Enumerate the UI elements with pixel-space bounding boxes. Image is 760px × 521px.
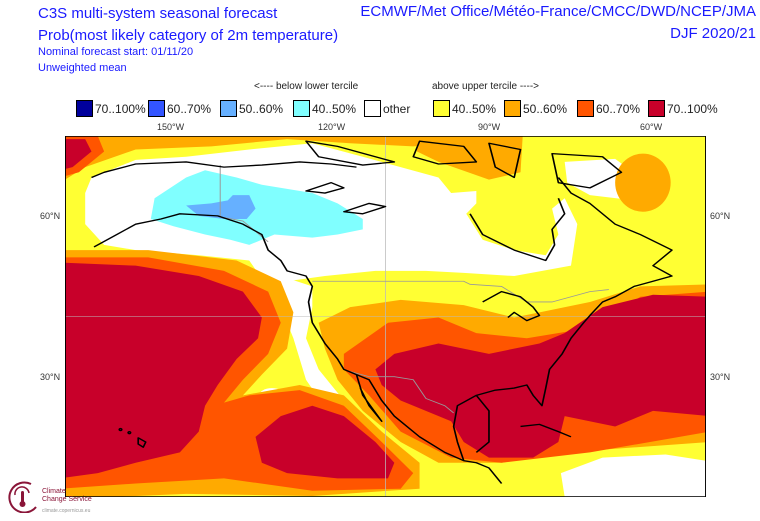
- legend-item: 40..50%: [433, 100, 496, 117]
- legend-label: other: [383, 101, 411, 116]
- legend-below-label: <---- below lower tercile: [254, 81, 359, 92]
- lat-label-right: 30°N: [710, 372, 731, 382]
- figure-title: C3S multi-system seasonal forecast: [38, 5, 278, 22]
- lon-label-top: 90°W: [478, 122, 501, 132]
- mean-type: Unweighted mean: [38, 62, 127, 74]
- forecast-start: Nominal forecast start: 01/11/20: [38, 46, 194, 58]
- lat-label-left: 30°N: [40, 372, 61, 382]
- gridlines: [65, 136, 706, 497]
- legend-label: 40..50%: [312, 101, 357, 116]
- lon-label-top: 150°W: [157, 122, 185, 132]
- legend-label: 40..50%: [452, 101, 497, 116]
- legend-swatch: [76, 100, 93, 117]
- thermometer-icon: [8, 481, 37, 514]
- copernicus-logo: [6, 479, 40, 514]
- legend-swatch: [220, 100, 237, 117]
- legend-item: 70..100%: [648, 100, 718, 117]
- legend-item: 70..100%: [76, 100, 146, 117]
- legend-swatch: [504, 100, 521, 117]
- legend-item: 50..60%: [504, 100, 567, 117]
- legend-swatch: [577, 100, 594, 117]
- legend-label: 50..60%: [239, 101, 284, 116]
- legend-swatch: [433, 100, 450, 117]
- coastlines: [91, 140, 673, 484]
- legend-label: 60..70%: [167, 101, 212, 116]
- legend-label: 70..100%: [95, 101, 146, 116]
- legend-swatch: [648, 100, 665, 117]
- shade-below-40-50: [150, 170, 363, 245]
- logo-url: climate.copernicus.eu: [42, 508, 91, 514]
- lat-label-left: 60°N: [40, 211, 61, 221]
- shade-below-50-60: [186, 195, 256, 219]
- legend-above-label: above upper tercile ---->: [432, 81, 539, 92]
- probability-map: [65, 136, 706, 497]
- lon-label-top: 60°W: [640, 122, 663, 132]
- season: DJF 2020/21: [670, 25, 756, 42]
- legend-item: 50..60%: [220, 100, 283, 117]
- lon-label-top: 120°W: [318, 122, 346, 132]
- logo-text: Climate Change Service: [42, 488, 92, 503]
- figure-subtitle: Prob(most likely category of 2m temperat…: [38, 27, 339, 44]
- legend-label: 70..100%: [667, 101, 718, 116]
- lat-label-right: 60°N: [710, 211, 731, 221]
- legend-item: 60..70%: [148, 100, 211, 117]
- legend-swatch: [364, 100, 381, 117]
- legend-item: 40..50%: [293, 100, 356, 117]
- legend-label: 60..70%: [596, 101, 641, 116]
- legend-swatch: [293, 100, 310, 117]
- legend-label: 50..60%: [523, 101, 568, 116]
- legend-item: other: [364, 100, 410, 117]
- legend-item: 60..70%: [577, 100, 640, 117]
- legend-swatch: [148, 100, 165, 117]
- centres: ECMWF/Met Office/Météo-France/CMCC/DWD/N…: [360, 3, 756, 20]
